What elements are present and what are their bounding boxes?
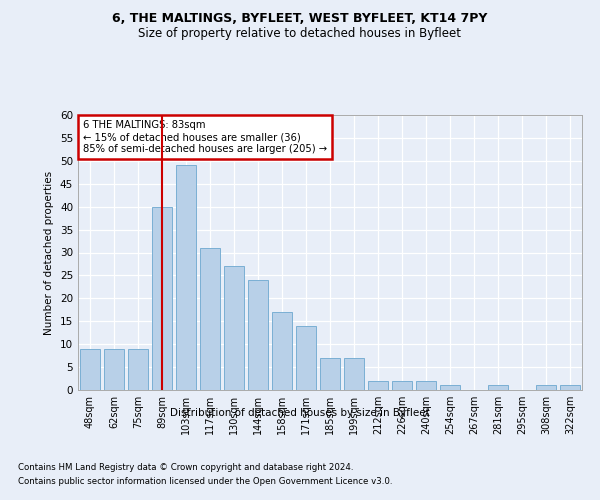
Text: 6, THE MALTINGS, BYFLEET, WEST BYFLEET, KT14 7PY: 6, THE MALTINGS, BYFLEET, WEST BYFLEET, … [112,12,488,26]
Text: Distribution of detached houses by size in Byfleet: Distribution of detached houses by size … [170,408,430,418]
Bar [416,381,436,390]
Bar [368,381,388,390]
Bar [488,386,508,390]
Y-axis label: Number of detached properties: Number of detached properties [44,170,55,334]
Bar [248,280,268,390]
Text: 6 THE MALTINGS: 83sqm
← 15% of detached houses are smaller (36)
85% of semi-deta: 6 THE MALTINGS: 83sqm ← 15% of detached … [83,120,327,154]
Text: Size of property relative to detached houses in Byfleet: Size of property relative to detached ho… [139,28,461,40]
Bar [128,349,148,390]
Bar [152,206,172,390]
Bar [440,386,460,390]
Text: Contains public sector information licensed under the Open Government Licence v3: Contains public sector information licen… [18,478,392,486]
Bar [200,248,220,390]
Bar [320,358,340,390]
Bar [296,326,316,390]
Bar [272,312,292,390]
Bar [80,349,100,390]
Bar [392,381,412,390]
Bar [344,358,364,390]
Bar [104,349,124,390]
Bar [224,266,244,390]
Text: Contains HM Land Registry data © Crown copyright and database right 2024.: Contains HM Land Registry data © Crown c… [18,462,353,471]
Bar [536,386,556,390]
Bar [176,166,196,390]
Bar [560,386,580,390]
